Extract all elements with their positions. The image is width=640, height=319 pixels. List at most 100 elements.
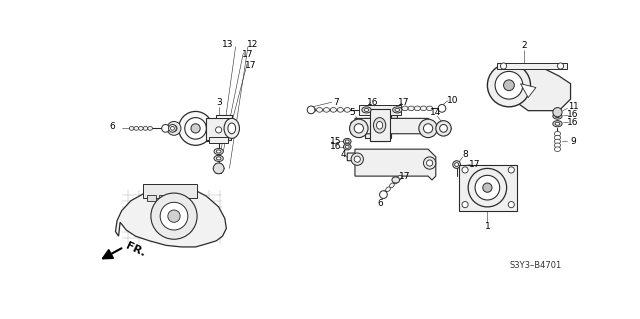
Text: S3Y3–B4701: S3Y3–B4701 bbox=[510, 261, 562, 270]
Text: 9: 9 bbox=[570, 137, 576, 146]
Text: 2: 2 bbox=[522, 41, 527, 50]
Text: 17: 17 bbox=[242, 50, 253, 59]
Text: 3: 3 bbox=[216, 98, 221, 107]
Text: 4: 4 bbox=[340, 150, 346, 159]
Ellipse shape bbox=[554, 147, 561, 152]
Ellipse shape bbox=[508, 202, 515, 208]
Ellipse shape bbox=[351, 153, 364, 165]
Text: 16: 16 bbox=[567, 110, 579, 119]
Bar bbox=[497, 63, 566, 69]
Ellipse shape bbox=[408, 106, 414, 111]
Ellipse shape bbox=[228, 123, 236, 134]
Ellipse shape bbox=[170, 126, 174, 130]
Ellipse shape bbox=[143, 126, 148, 130]
Text: 12: 12 bbox=[247, 40, 258, 49]
Ellipse shape bbox=[414, 106, 420, 111]
Ellipse shape bbox=[500, 63, 507, 69]
Text: 15: 15 bbox=[330, 137, 342, 146]
Ellipse shape bbox=[337, 108, 344, 112]
Ellipse shape bbox=[386, 187, 390, 191]
Text: 16: 16 bbox=[567, 118, 579, 127]
Ellipse shape bbox=[393, 107, 402, 113]
Ellipse shape bbox=[397, 175, 402, 180]
Polygon shape bbox=[348, 149, 436, 180]
Ellipse shape bbox=[168, 210, 180, 222]
Ellipse shape bbox=[508, 167, 515, 173]
Ellipse shape bbox=[349, 119, 368, 137]
Ellipse shape bbox=[462, 202, 468, 208]
Ellipse shape bbox=[419, 119, 437, 137]
Ellipse shape bbox=[382, 191, 387, 196]
Text: 17: 17 bbox=[399, 172, 411, 181]
Ellipse shape bbox=[214, 148, 223, 154]
Bar bbox=[371, 109, 390, 141]
Text: 7: 7 bbox=[333, 98, 339, 107]
Text: 13: 13 bbox=[222, 40, 234, 49]
Polygon shape bbox=[365, 115, 397, 141]
Bar bbox=[359, 105, 401, 115]
Ellipse shape bbox=[390, 183, 394, 188]
Ellipse shape bbox=[495, 71, 523, 99]
Ellipse shape bbox=[168, 124, 176, 132]
Ellipse shape bbox=[216, 157, 221, 160]
Ellipse shape bbox=[504, 80, 515, 91]
Polygon shape bbox=[490, 64, 570, 111]
Ellipse shape bbox=[392, 177, 399, 183]
Polygon shape bbox=[351, 118, 432, 134]
Ellipse shape bbox=[395, 108, 399, 111]
Polygon shape bbox=[115, 187, 227, 247]
Ellipse shape bbox=[179, 111, 212, 145]
Ellipse shape bbox=[438, 105, 446, 112]
Text: 6: 6 bbox=[378, 198, 383, 208]
Bar bbox=[159, 195, 168, 201]
Ellipse shape bbox=[380, 191, 387, 198]
Text: 17: 17 bbox=[468, 160, 480, 169]
Ellipse shape bbox=[344, 138, 351, 145]
Bar bbox=[170, 195, 179, 201]
Ellipse shape bbox=[554, 135, 561, 140]
Ellipse shape bbox=[452, 161, 460, 168]
Ellipse shape bbox=[475, 175, 500, 200]
Text: 8: 8 bbox=[462, 150, 468, 159]
Ellipse shape bbox=[346, 140, 349, 143]
Ellipse shape bbox=[468, 168, 507, 207]
Ellipse shape bbox=[323, 108, 330, 112]
Ellipse shape bbox=[224, 118, 239, 138]
Ellipse shape bbox=[129, 126, 134, 130]
Ellipse shape bbox=[427, 160, 433, 166]
Ellipse shape bbox=[553, 113, 562, 119]
Ellipse shape bbox=[148, 126, 152, 130]
Ellipse shape bbox=[488, 64, 531, 107]
Ellipse shape bbox=[376, 122, 383, 129]
Text: 17: 17 bbox=[245, 61, 257, 70]
Ellipse shape bbox=[394, 179, 398, 184]
Ellipse shape bbox=[420, 106, 427, 111]
Text: 17: 17 bbox=[397, 98, 409, 107]
Ellipse shape bbox=[214, 155, 223, 161]
Ellipse shape bbox=[427, 106, 433, 111]
Text: 1: 1 bbox=[484, 222, 490, 231]
Ellipse shape bbox=[167, 122, 181, 135]
Ellipse shape bbox=[557, 63, 564, 69]
Ellipse shape bbox=[354, 156, 360, 162]
Ellipse shape bbox=[330, 108, 337, 112]
Ellipse shape bbox=[554, 131, 561, 136]
Text: 6: 6 bbox=[109, 122, 115, 131]
Ellipse shape bbox=[307, 106, 315, 114]
Ellipse shape bbox=[134, 126, 139, 130]
Ellipse shape bbox=[436, 121, 451, 136]
Ellipse shape bbox=[191, 124, 200, 133]
Bar bbox=[209, 137, 228, 143]
Ellipse shape bbox=[151, 193, 197, 239]
Ellipse shape bbox=[462, 167, 468, 173]
Ellipse shape bbox=[344, 108, 350, 112]
Text: 14: 14 bbox=[430, 108, 442, 117]
Ellipse shape bbox=[424, 124, 433, 133]
Ellipse shape bbox=[555, 122, 560, 125]
Ellipse shape bbox=[440, 124, 447, 132]
Text: 10: 10 bbox=[447, 96, 458, 105]
Ellipse shape bbox=[354, 124, 364, 133]
Ellipse shape bbox=[554, 139, 561, 144]
Polygon shape bbox=[196, 115, 232, 141]
Ellipse shape bbox=[162, 124, 170, 132]
